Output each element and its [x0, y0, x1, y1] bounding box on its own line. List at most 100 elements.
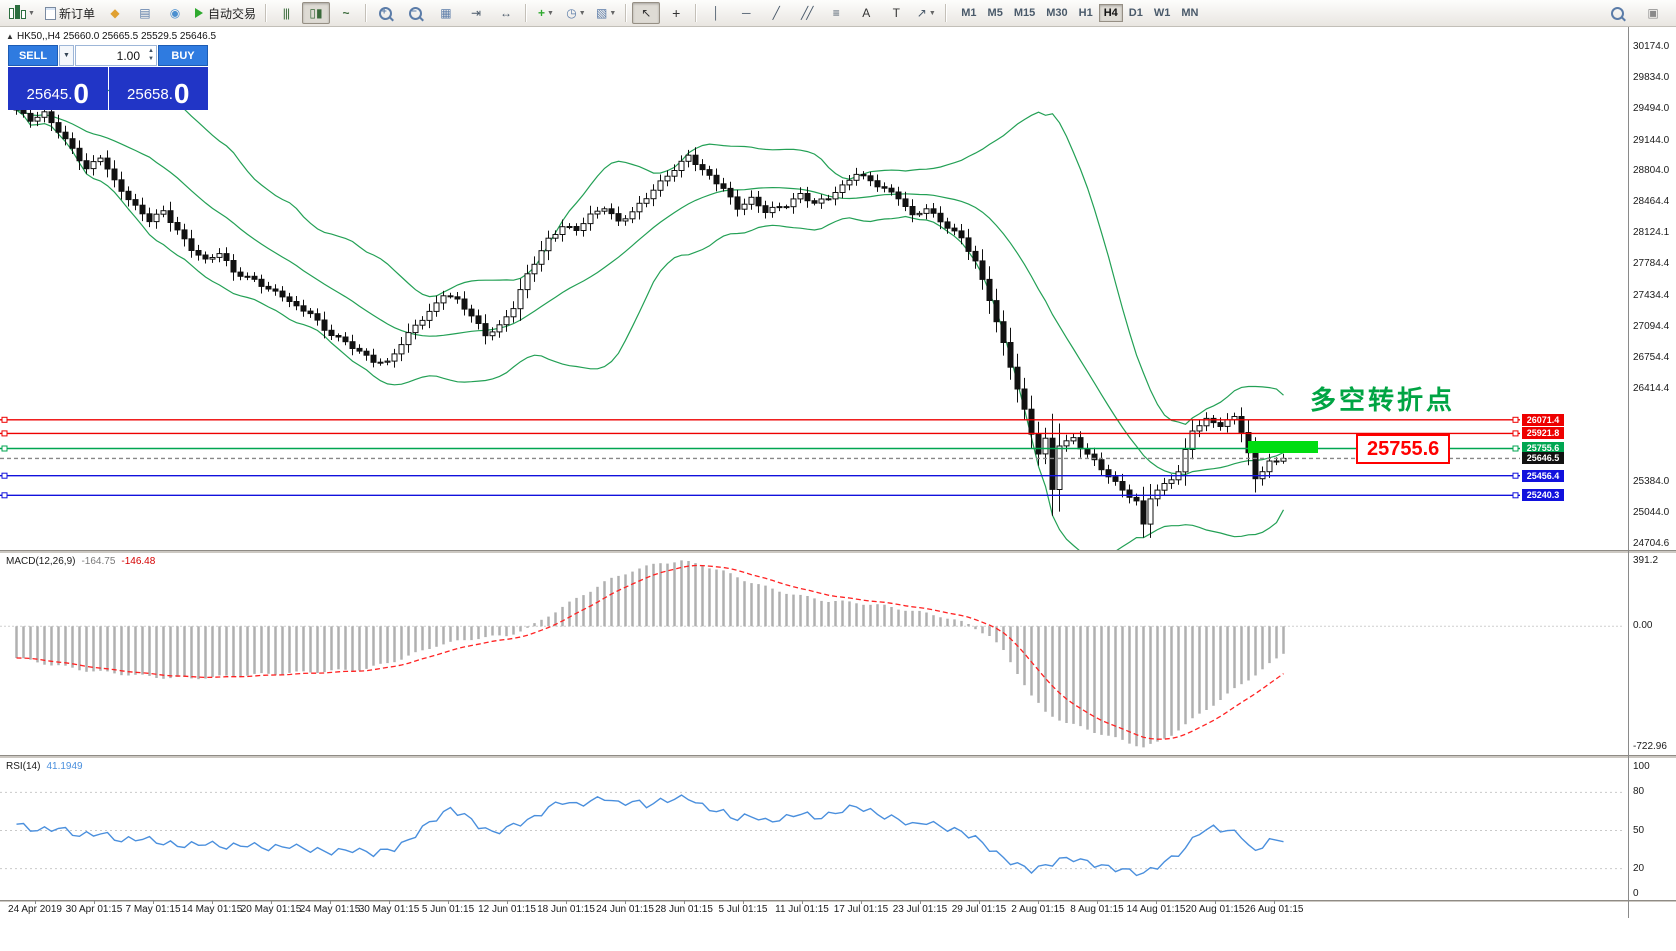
new-order-button[interactable]: 新订单: [41, 2, 99, 24]
candlestick-chart-button[interactable]: ▯▮: [301, 2, 330, 24]
date-tick: [861, 900, 862, 904]
price-axis-label: 26414.4: [1633, 383, 1670, 394]
separator: [945, 4, 948, 22]
date-tick: [684, 900, 685, 904]
panel-separator[interactable]: [0, 755, 1676, 758]
macd-histogram-layer: [15, 560, 1285, 748]
crosshair-tool-button[interactable]: +: [662, 2, 690, 24]
autotrade-button[interactable]: 自动交易: [191, 2, 260, 24]
zoom-in-button[interactable]: +: [372, 2, 400, 24]
rsi-indicator-canvas[interactable]: [0, 758, 1628, 900]
chart-shift-button[interactable]: ↔: [492, 2, 520, 24]
order-type-dropdown[interactable]: ▼: [59, 45, 74, 66]
timeframe-button-m1[interactable]: M1: [961, 7, 977, 19]
timeframe-button-m5[interactable]: M5: [987, 7, 1003, 19]
separator: [524, 4, 527, 22]
trendline-tool[interactable]: ╱: [762, 2, 790, 24]
rsi-label: RSI(14) 41.1949: [6, 761, 83, 772]
price-axis-label: 27434.4: [1633, 290, 1670, 301]
date-label: 17 Jul 01:15: [833, 904, 889, 915]
volume-input[interactable]: 1.00 ▲ ▼: [75, 45, 157, 66]
date-tick: [389, 900, 390, 904]
date-label: 18 Jun 01:15: [537, 904, 595, 915]
new-chart-button[interactable]: ▼: [5, 2, 39, 24]
navigator-button[interactable]: ▤: [131, 2, 159, 24]
sell-button[interactable]: SELL: [8, 45, 58, 66]
periods-button[interactable]: ◷ ▼: [562, 2, 590, 24]
timeframe-button-mn[interactable]: MN: [1181, 7, 1199, 19]
cursor-tool-button[interactable]: ↖: [632, 2, 661, 24]
bar-chart-button[interactable]: |||: [272, 2, 300, 24]
rsi-name: RSI(14): [6, 761, 41, 772]
turning-point-annotation[interactable]: 多空转折点: [1310, 385, 1456, 415]
price-axis-label: 27784.4: [1633, 258, 1670, 269]
main-chart-canvas[interactable]: [0, 27, 1628, 553]
date-tick: [212, 900, 213, 904]
vertical-line-tool[interactable]: │: [702, 2, 730, 24]
terminal-button[interactable]: ◉: [161, 2, 189, 24]
date-tick: [448, 900, 449, 904]
line-chart-icon: ~: [342, 6, 350, 20]
timeframe-button-w1[interactable]: W1: [1153, 7, 1171, 19]
timeframe-button-m15[interactable]: M15: [1013, 7, 1036, 19]
tile-windows-button[interactable]: ▦: [432, 2, 460, 24]
horizontal-lines-layer[interactable]: [0, 416, 1520, 499]
timeframe-button-h4[interactable]: H4: [1098, 4, 1123, 22]
volume-spinner[interactable]: ▲ ▼: [148, 47, 154, 63]
quick-search-button[interactable]: [1603, 2, 1631, 24]
search-icon: [1610, 6, 1624, 20]
market-watch-button[interactable]: ◆: [101, 2, 129, 24]
macd-axis-label: -722.96: [1633, 741, 1667, 752]
panels-button[interactable]: ▣: [1639, 2, 1667, 24]
new-order-label: 新订单: [58, 6, 95, 21]
channel-tool[interactable]: ╱╱: [792, 2, 820, 24]
chevron-down-icon: ▼: [547, 9, 554, 17]
rsi-axis-label: 50: [1633, 825, 1645, 836]
auto-scroll-icon: ⇥: [470, 6, 481, 20]
indicators-button[interactable]: + ▼: [532, 2, 560, 24]
auto-scroll-button[interactable]: ⇥: [462, 2, 490, 24]
date-label: 20 Aug 01:15: [1185, 904, 1245, 915]
chevron-down-icon: ▼: [28, 9, 35, 17]
fibonacci-tool[interactable]: ≡: [822, 2, 850, 24]
horizontal-line-tool[interactable]: ─: [732, 2, 760, 24]
macd-indicator-canvas[interactable]: [0, 553, 1628, 755]
spin-down-icon[interactable]: ▼: [148, 56, 154, 62]
price-axis-label: 28804.0: [1633, 165, 1670, 176]
line-chart-button[interactable]: ~: [332, 2, 360, 24]
buy-button[interactable]: BUY: [158, 45, 208, 66]
sell-price-dot: .: [68, 86, 73, 103]
timeframe-button-d1[interactable]: D1: [1128, 7, 1143, 19]
price-axis-label: 25384.0: [1633, 476, 1670, 487]
date-tick: [566, 900, 567, 904]
market-watch-icon: ◆: [110, 6, 120, 20]
price-axis-border: [1628, 27, 1629, 918]
date-label: 11 Jul 01:15: [775, 904, 829, 915]
timeframe-button-m30[interactable]: M30: [1046, 7, 1068, 19]
timeframe-button-h1[interactable]: H1: [1078, 7, 1093, 19]
date-tick: [625, 900, 626, 904]
rsi-line: [16, 794, 1284, 877]
arrows-tool[interactable]: ↗ ▼: [912, 2, 940, 24]
new-order-icon: [44, 6, 56, 20]
sell-price-main: 25645: [26, 86, 69, 103]
highlight-rectangle[interactable]: [1248, 441, 1318, 453]
price-axis-label: 29144.0: [1633, 135, 1670, 146]
date-tick: [153, 900, 154, 904]
panel-separator: [0, 900, 1676, 902]
chevron-down-icon: ▼: [63, 52, 70, 59]
text-tool[interactable]: A: [852, 2, 880, 24]
rsi-axis-label: 100: [1633, 761, 1650, 772]
macd-main-value: -164.75: [81, 556, 116, 567]
spin-up-icon[interactable]: ▲: [148, 48, 154, 54]
text-label-tool[interactable]: T: [882, 2, 910, 24]
buy-price-display[interactable]: 25658. 0: [108, 67, 208, 110]
one-click-collapse-icon[interactable]: ▲: [6, 32, 14, 41]
date-label: 26 Aug 01:15: [1244, 904, 1304, 915]
price-tag: 25240.3: [1522, 489, 1564, 501]
panel-separator[interactable]: [0, 550, 1676, 553]
templates-button[interactable]: ▧ ▼: [592, 2, 620, 24]
level-callout-box[interactable]: 25755.6: [1356, 434, 1451, 464]
zoom-out-button[interactable]: −: [402, 2, 430, 24]
sell-price-display[interactable]: 25645. 0: [8, 67, 108, 110]
